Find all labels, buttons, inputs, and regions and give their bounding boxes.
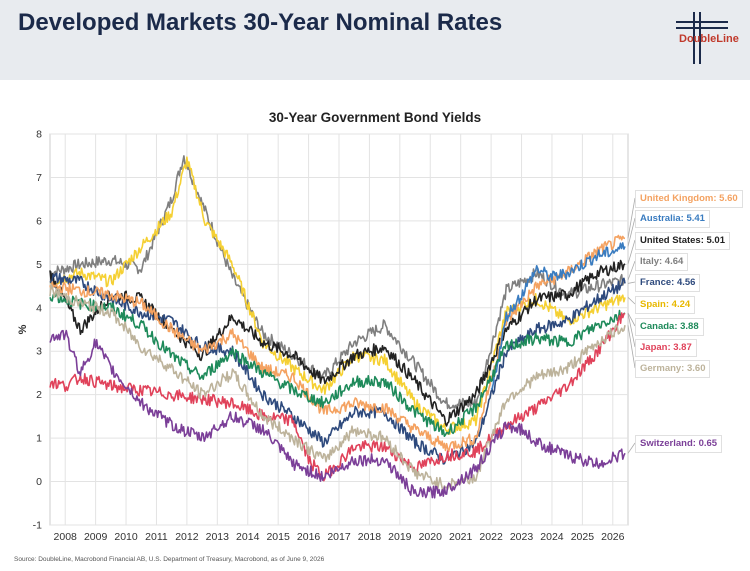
- x-tick-label: 2013: [206, 531, 230, 543]
- legend-item-switzerland: Switzerland: 0.65: [635, 435, 723, 453]
- x-tick-label: 2020: [419, 531, 443, 543]
- y-tick-label: 3: [36, 346, 42, 358]
- series-line-switzerland: [49, 329, 626, 499]
- chart-title: 30-Year Government Bond Yields: [268, 110, 482, 125]
- x-tick-label: 2026: [601, 531, 625, 543]
- legend-connector: [627, 217, 636, 247]
- series-line-canada: [49, 293, 626, 437]
- y-tick-label: 6: [36, 215, 42, 227]
- x-tick-label: 2009: [84, 531, 108, 543]
- legend-connector: [627, 442, 636, 454]
- series-line-australia: [490, 242, 626, 390]
- legend-item-france: France: 4.56: [635, 274, 701, 292]
- legend-connector: [627, 312, 636, 327]
- y-tick-label: 2: [36, 389, 42, 401]
- y-tick-label: 8: [36, 129, 42, 141]
- header-bar: [0, 0, 750, 80]
- legend-item-japan: Japan: 3.87: [635, 339, 697, 357]
- x-tick-label: 2022: [479, 531, 503, 543]
- legend-connector: [627, 260, 636, 281]
- legend-connector: [627, 313, 636, 348]
- series-line-germany: [49, 284, 626, 492]
- legend-item-united-states: United States: 5.01: [635, 232, 730, 250]
- y-tick-label: 7: [36, 172, 42, 184]
- x-tick-label: 2011: [145, 531, 168, 543]
- y-tick-label: -1: [33, 520, 42, 532]
- x-tick-label: 2012: [175, 531, 199, 543]
- y-tick-label: 4: [36, 302, 42, 314]
- legend-item-italy: Italy: 4.64: [635, 253, 689, 271]
- x-tick-label: 2024: [540, 531, 564, 543]
- x-tick-label: 2018: [358, 531, 382, 543]
- x-tick-label: 2015: [266, 531, 290, 543]
- series-line-united-states: [49, 259, 626, 427]
- legend-connector: [627, 281, 636, 284]
- source-note: Source: DoubleLine, Macrobond Financial …: [14, 556, 325, 563]
- x-tick-label: 2017: [327, 531, 351, 543]
- legend-item-united-kingdom: United Kingdom: 5.60: [635, 190, 743, 208]
- x-tick-label: 2021: [449, 531, 473, 543]
- page-title: Developed Markets 30-Year Nominal Rates: [18, 9, 503, 36]
- legend-connector: [627, 297, 636, 305]
- legend-item-germany: Germany: 3.60: [635, 360, 711, 378]
- y-tick-label: 1: [36, 433, 42, 445]
- logo-text: DoubleLine: [679, 33, 739, 45]
- y-tick-label: 5: [36, 259, 42, 271]
- x-tick-label: 2019: [388, 531, 412, 543]
- legend-connector: [627, 239, 636, 265]
- series-line-italy: [49, 155, 626, 410]
- series-line-united-kingdom: [49, 234, 626, 453]
- series-line-japan: [49, 312, 626, 482]
- legend-connector: [627, 197, 636, 239]
- legend-item-spain: Spain: 4.24: [635, 296, 696, 314]
- y-tick-label: 0: [36, 476, 42, 488]
- x-tick-label: 2023: [510, 531, 534, 543]
- x-tick-label: 2014: [236, 531, 260, 543]
- legend-item-australia: Australia: 5.41: [635, 210, 710, 228]
- doubleline-logo: [676, 12, 728, 64]
- x-tick-label: 2008: [54, 531, 78, 543]
- y-axis-label: %: [17, 324, 29, 334]
- x-tick-label: 2010: [114, 531, 138, 543]
- legend-item-canada: Canada: 3.88: [635, 318, 704, 336]
- x-tick-label: 2016: [297, 531, 321, 543]
- legend-connector: [627, 325, 636, 369]
- x-tick-label: 2025: [571, 531, 595, 543]
